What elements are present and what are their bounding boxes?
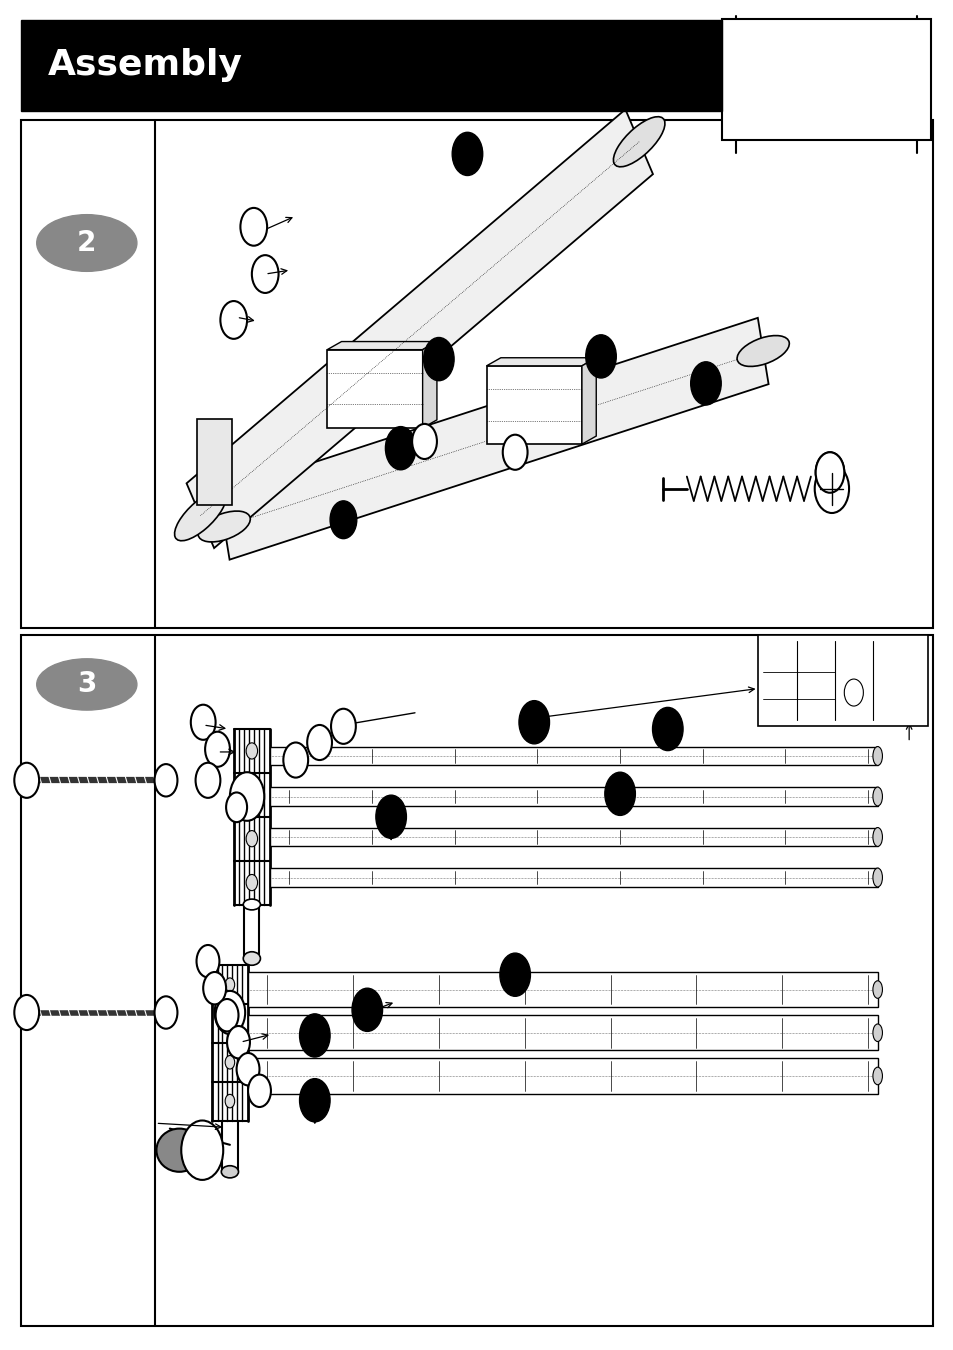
Ellipse shape	[872, 1068, 882, 1085]
Circle shape	[203, 972, 226, 1004]
Polygon shape	[486, 366, 581, 444]
Circle shape	[518, 701, 549, 744]
Circle shape	[307, 725, 332, 760]
Circle shape	[248, 1075, 271, 1107]
Text: Assembly: Assembly	[48, 49, 242, 82]
Circle shape	[815, 452, 843, 493]
Ellipse shape	[156, 1129, 202, 1172]
Ellipse shape	[198, 512, 250, 541]
Circle shape	[236, 1053, 259, 1085]
Bar	[21, 20, 721, 111]
Ellipse shape	[183, 1131, 198, 1148]
Bar	[21, 120, 932, 628]
Circle shape	[412, 424, 436, 459]
Circle shape	[452, 132, 482, 176]
Bar	[248, 972, 877, 1007]
Circle shape	[196, 945, 219, 977]
Polygon shape	[327, 350, 422, 428]
Ellipse shape	[872, 981, 882, 999]
Circle shape	[240, 208, 267, 246]
Ellipse shape	[221, 1166, 238, 1177]
Circle shape	[843, 679, 862, 706]
Ellipse shape	[613, 116, 664, 167]
Ellipse shape	[243, 899, 260, 910]
Bar	[270, 868, 877, 887]
Ellipse shape	[37, 215, 137, 271]
Circle shape	[227, 1026, 250, 1058]
Circle shape	[330, 501, 356, 539]
Circle shape	[225, 1095, 234, 1108]
Ellipse shape	[243, 952, 260, 965]
Circle shape	[690, 362, 720, 405]
Ellipse shape	[872, 747, 882, 765]
Circle shape	[181, 1120, 223, 1180]
Circle shape	[423, 338, 454, 381]
Bar	[197, 418, 232, 505]
Ellipse shape	[37, 659, 137, 710]
Circle shape	[225, 1056, 234, 1069]
Bar	[758, 634, 927, 726]
Circle shape	[195, 763, 220, 798]
Circle shape	[230, 772, 264, 821]
Circle shape	[246, 787, 257, 803]
Circle shape	[215, 999, 238, 1031]
Circle shape	[299, 1079, 330, 1122]
Polygon shape	[486, 358, 596, 366]
Circle shape	[246, 743, 257, 759]
Circle shape	[154, 764, 177, 796]
Bar	[248, 1058, 877, 1094]
Circle shape	[214, 991, 245, 1034]
Ellipse shape	[737, 336, 788, 366]
Circle shape	[220, 301, 247, 339]
Polygon shape	[422, 342, 436, 428]
Circle shape	[352, 988, 382, 1031]
Polygon shape	[218, 317, 768, 560]
Ellipse shape	[872, 1025, 882, 1042]
Circle shape	[815, 452, 843, 493]
Bar	[270, 828, 877, 846]
Circle shape	[604, 772, 635, 815]
Ellipse shape	[872, 828, 882, 846]
Bar	[270, 747, 877, 765]
Circle shape	[246, 875, 257, 891]
Bar	[21, 634, 932, 1326]
Circle shape	[14, 763, 39, 798]
Circle shape	[499, 953, 530, 996]
Bar	[270, 787, 877, 806]
Bar	[721, 19, 930, 140]
Circle shape	[299, 1014, 330, 1057]
Circle shape	[252, 255, 278, 293]
Circle shape	[502, 435, 527, 470]
Ellipse shape	[872, 787, 882, 806]
Circle shape	[331, 709, 355, 744]
Circle shape	[585, 335, 616, 378]
Circle shape	[385, 427, 416, 470]
Ellipse shape	[174, 490, 226, 541]
Circle shape	[225, 977, 234, 991]
Circle shape	[652, 707, 682, 751]
Polygon shape	[187, 109, 652, 548]
Circle shape	[226, 792, 247, 822]
Circle shape	[14, 995, 39, 1030]
Circle shape	[154, 996, 177, 1029]
Polygon shape	[581, 358, 596, 444]
Circle shape	[191, 705, 215, 740]
Text: 2: 2	[77, 230, 96, 256]
Circle shape	[375, 795, 406, 838]
Circle shape	[246, 830, 257, 846]
Polygon shape	[327, 342, 436, 350]
Ellipse shape	[872, 868, 882, 887]
Circle shape	[205, 732, 230, 767]
Text: 3: 3	[77, 671, 96, 698]
Circle shape	[283, 743, 308, 778]
Circle shape	[814, 464, 848, 513]
Bar	[248, 1015, 877, 1050]
Circle shape	[225, 1017, 234, 1030]
